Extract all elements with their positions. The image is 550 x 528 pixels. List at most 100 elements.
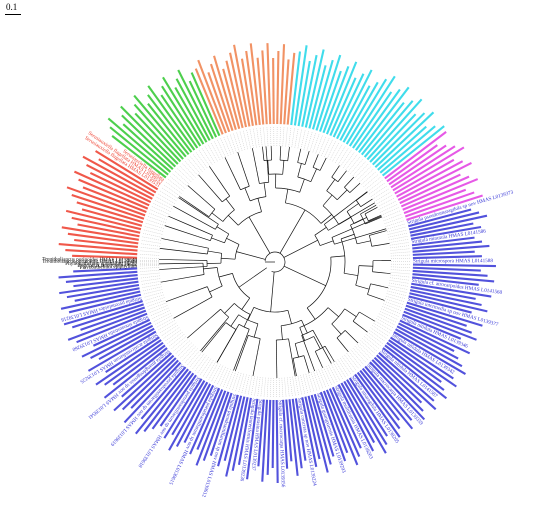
guide-line bbox=[210, 142, 221, 160]
guide-line bbox=[142, 232, 162, 238]
tip-label-mark bbox=[261, 50, 268, 125]
tip-label-mark bbox=[301, 397, 318, 468]
branch-ray bbox=[350, 218, 364, 226]
tip-label-mark bbox=[261, 399, 269, 482]
branch-ray bbox=[224, 303, 235, 314]
branch-ray bbox=[216, 226, 230, 235]
tip-label-mark bbox=[394, 158, 455, 195]
branch-ray bbox=[209, 166, 223, 185]
guide-line bbox=[310, 372, 318, 392]
tip-label-mark bbox=[340, 382, 376, 444]
branch-ray bbox=[331, 165, 340, 178]
guide-line bbox=[320, 368, 330, 387]
tip-label-mark bbox=[342, 81, 379, 143]
tip-label-mark bbox=[266, 43, 272, 125]
branch-ray bbox=[365, 218, 379, 225]
guide-line bbox=[247, 375, 253, 396]
tip-label-mark bbox=[147, 85, 196, 151]
branch-ray bbox=[292, 358, 297, 373]
branch-ray bbox=[385, 243, 390, 245]
tip-label-mark bbox=[386, 144, 438, 183]
tip-label-mark bbox=[82, 186, 147, 213]
guide-line bbox=[318, 135, 327, 155]
tip-label-mark bbox=[402, 313, 462, 340]
branch-ray bbox=[178, 197, 207, 217]
branch-ray bbox=[307, 368, 310, 373]
branch-ray bbox=[352, 320, 365, 330]
tip-label-mark bbox=[61, 226, 139, 241]
branch-ray bbox=[327, 307, 339, 318]
guide-line bbox=[323, 367, 333, 386]
tip-label-mark bbox=[408, 211, 480, 231]
guide-line bbox=[312, 133, 320, 153]
guide-line bbox=[270, 126, 272, 147]
branch-ray bbox=[267, 160, 270, 175]
branch-arc bbox=[315, 345, 326, 352]
branch-ray bbox=[256, 169, 260, 184]
branch-ray bbox=[372, 204, 377, 208]
guide-line bbox=[389, 277, 410, 281]
tip-label-mark bbox=[339, 85, 371, 141]
guide-line bbox=[294, 127, 299, 148]
tip-label-mark bbox=[360, 101, 405, 156]
guide-line bbox=[162, 327, 180, 339]
branch-ray bbox=[248, 216, 271, 254]
guide-line bbox=[377, 197, 395, 208]
tip-label-mark bbox=[171, 380, 206, 436]
branch-ray bbox=[198, 174, 214, 192]
tip-label-mark bbox=[72, 254, 138, 259]
guide-line bbox=[154, 199, 172, 210]
branch-ray bbox=[331, 323, 342, 335]
guide-line bbox=[313, 371, 321, 391]
branch-ray bbox=[270, 271, 275, 312]
tip-label-mark bbox=[402, 178, 479, 211]
guide-line bbox=[159, 190, 177, 202]
tip-label-mark bbox=[283, 59, 290, 125]
guide-line bbox=[386, 223, 406, 230]
branch-ray bbox=[370, 283, 385, 288]
tip-label-mark bbox=[388, 144, 447, 186]
guide-line bbox=[367, 331, 384, 345]
tip-label-mark bbox=[345, 78, 388, 145]
tip-label-mark bbox=[411, 282, 492, 298]
guide-line bbox=[189, 155, 203, 172]
guide-line bbox=[358, 342, 374, 357]
tip-label-mark bbox=[98, 158, 157, 194]
tip-label-mark bbox=[98, 327, 155, 361]
branch-arc bbox=[312, 167, 321, 171]
branch-ray bbox=[320, 214, 332, 224]
tip-label-mark bbox=[147, 94, 193, 153]
branch-ray bbox=[364, 207, 378, 215]
guide-line bbox=[213, 140, 223, 159]
guide-line bbox=[171, 173, 188, 187]
tip-label-mark bbox=[73, 170, 150, 207]
guide-line bbox=[330, 363, 341, 382]
tip-label-mark bbox=[120, 105, 179, 165]
guide-line bbox=[139, 267, 160, 269]
guide-line bbox=[292, 376, 296, 397]
branch-ray bbox=[301, 320, 308, 334]
branch-ray bbox=[364, 329, 368, 333]
tip-label-mark bbox=[77, 223, 140, 238]
branch-ray bbox=[347, 228, 387, 241]
tip-label-mark bbox=[348, 75, 396, 147]
guide-line bbox=[390, 245, 411, 249]
guide-line bbox=[148, 305, 168, 314]
guide-line bbox=[142, 289, 163, 295]
branch-arc bbox=[253, 306, 289, 313]
tip-label-mark bbox=[279, 44, 286, 125]
branch-ray bbox=[238, 267, 268, 288]
tip-label-mark bbox=[319, 70, 342, 132]
tip-label-mark bbox=[294, 398, 307, 461]
tip-label-mark bbox=[412, 269, 488, 277]
guide-line bbox=[344, 354, 357, 371]
branch-ray bbox=[301, 335, 307, 349]
guide-line bbox=[390, 274, 411, 278]
tip-label-mark bbox=[174, 86, 208, 143]
guide-line bbox=[350, 349, 364, 366]
guide-line bbox=[254, 376, 258, 397]
branch-arc bbox=[364, 213, 369, 222]
guide-line bbox=[165, 181, 182, 194]
guide-line bbox=[381, 308, 400, 317]
guide-line bbox=[142, 286, 162, 292]
